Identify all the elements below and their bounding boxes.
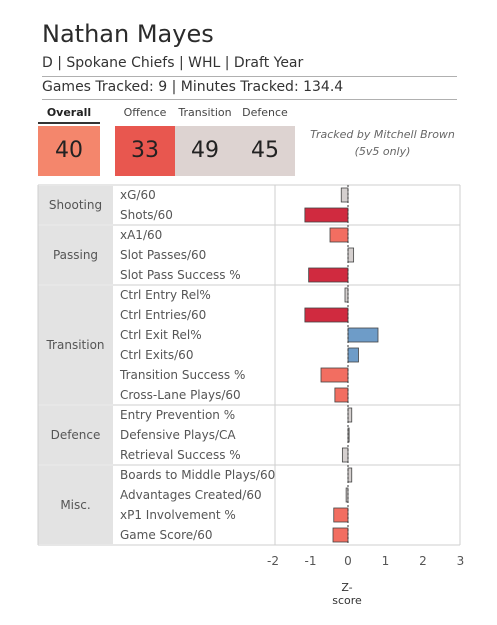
metric-bar <box>347 247 355 263</box>
metric-label: Ctrl Exits/60 <box>120 348 193 362</box>
defence-score: 45 <box>235 126 295 176</box>
metric-label: Defensive Plays/CA <box>120 428 236 442</box>
group-label: Misc. <box>60 498 90 512</box>
group-label: Passing <box>53 248 98 262</box>
metric-bar <box>332 527 349 543</box>
group-header-bg <box>38 186 113 224</box>
offence-label: Offence <box>123 106 167 119</box>
metric-label: Boards to Middle Plays/60 <box>120 468 275 482</box>
defence-label: Defence <box>242 106 288 119</box>
group-header-bg <box>38 466 113 544</box>
metric-label: Ctrl Exit Rel% <box>120 328 202 342</box>
metric-label: Transition Success % <box>119 368 245 382</box>
metric-bar <box>334 387 349 403</box>
metric-bar <box>329 227 349 243</box>
metric-label: Slot Passes/60 <box>120 248 206 262</box>
x-tick-label: 0 <box>344 554 352 568</box>
credit-line-2: (5v5 only) <box>354 145 411 158</box>
metric-label: xA1/60 <box>120 228 162 242</box>
credit-line-1: Tracked by Mitchell Brown <box>310 128 455 141</box>
group-header-bg <box>38 286 113 404</box>
metric-label: Ctrl Entry Rel% <box>120 288 211 302</box>
x-tick-label: 3 <box>457 554 465 568</box>
player-name: Nathan Mayes <box>42 20 214 48</box>
overall-underline <box>38 122 100 124</box>
metric-label: xP1 Involvement % <box>120 508 236 522</box>
x-tick-label: 1 <box>382 554 390 568</box>
metric-label: Entry Prevention % <box>120 408 235 422</box>
overall-label: Overall <box>46 106 92 119</box>
metric-bar <box>347 347 359 363</box>
metric-bar <box>308 267 349 283</box>
metric-label: xG/60 <box>120 188 156 202</box>
metric-label: Cross-Lane Plays/60 <box>120 388 241 402</box>
x-tick-label: -1 <box>305 554 317 568</box>
x-tick-label: -2 <box>267 554 279 568</box>
group-header-bg <box>38 406 113 464</box>
metric-bar <box>341 447 349 463</box>
metric-bar <box>340 187 349 203</box>
x-axis-label: Z-score <box>332 581 362 607</box>
divider <box>42 76 457 77</box>
x-tick-label: 2 <box>419 554 427 568</box>
metric-bar <box>304 207 349 223</box>
metric-label: Game Score/60 <box>120 528 212 542</box>
player-info: D | Spokane Chiefs | WHL | Draft Year <box>42 55 304 71</box>
metric-bar <box>320 367 349 383</box>
tracked-info: Games Tracked: 9 | Minutes Tracked: 134.… <box>42 79 344 95</box>
divider <box>42 99 457 100</box>
overall-score: 40 <box>38 126 100 176</box>
credit-note: Tracked by Mitchell Brown (5v5 only) <box>300 126 465 160</box>
metric-bar <box>347 467 353 483</box>
metric-bar <box>304 307 349 323</box>
metric-bar <box>347 327 379 343</box>
metric-label: Shots/60 <box>120 208 173 222</box>
metric-label: Ctrl Entries/60 <box>120 308 206 322</box>
metric-label: Retrieval Success % <box>120 448 241 462</box>
metric-label: Slot Pass Success % <box>120 268 241 282</box>
transition-label: Transition <box>178 106 232 119</box>
group-header-bg <box>38 226 113 284</box>
metric-bar <box>333 507 349 523</box>
metric-label: Advantages Created/60 <box>120 488 262 502</box>
transition-score: 49 <box>175 126 235 176</box>
group-label: Transition <box>45 338 104 352</box>
offence-score: 33 <box>115 126 175 176</box>
group-label: Shooting <box>49 198 102 212</box>
group-label: Defence <box>51 428 101 442</box>
metric-bar <box>347 407 353 423</box>
